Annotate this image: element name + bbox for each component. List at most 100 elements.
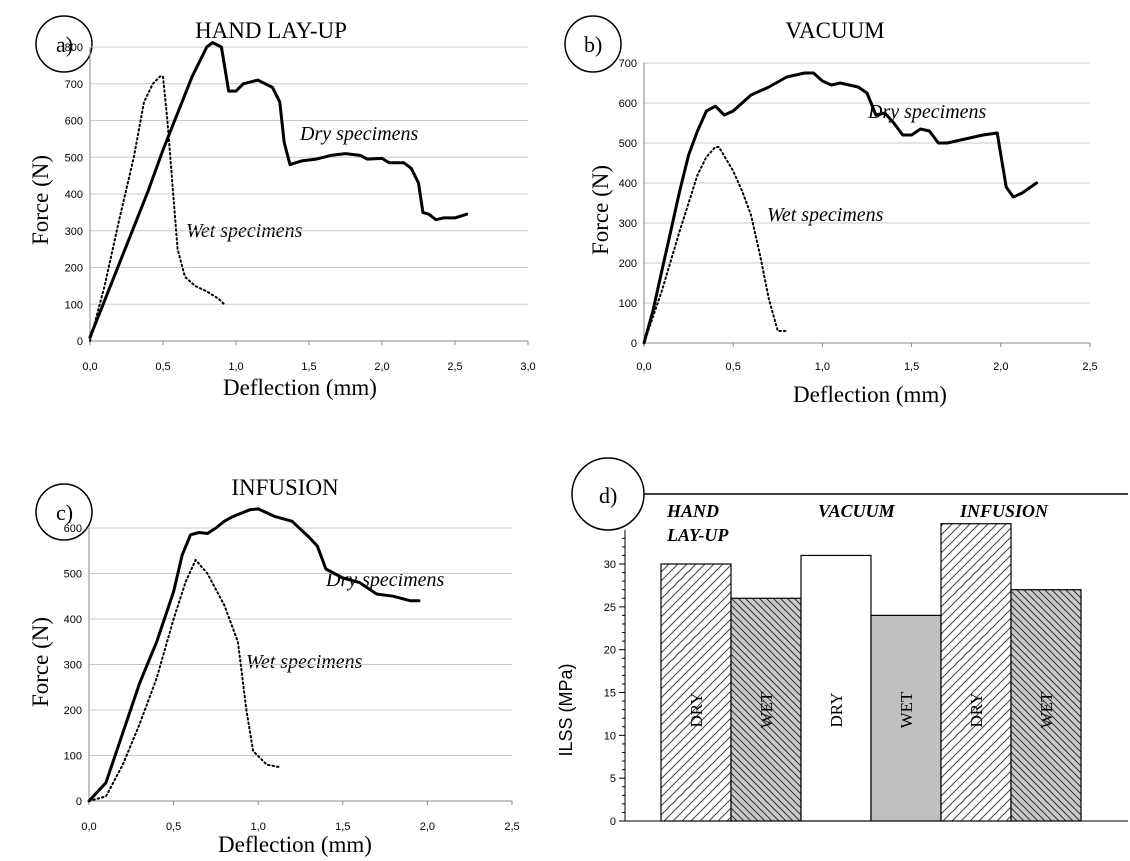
panel-b-xtick-label: 2,0 <box>993 361 1008 373</box>
panel-d-group-label: INFUSION <box>959 501 1049 521</box>
panel-b-ytick-label: 400 <box>619 178 637 190</box>
panel-d-bar-hand-lay-up-dry <box>660 563 732 822</box>
panel-a-label-circle <box>35 15 93 73</box>
panel-b-label: b) <box>584 32 602 57</box>
panel-a-xtick-label: 2,5 <box>447 361 462 373</box>
panel-a-label: a) <box>56 32 73 57</box>
panel-d-bar-label: DRY <box>687 693 706 728</box>
panel-a-title: HAND LAY-UP <box>195 18 347 43</box>
panel-a-ytick-label: 700 <box>65 79 83 91</box>
panel-c-ytick-label: 100 <box>64 751 82 763</box>
panel-b-title: VACUUM <box>785 18 884 43</box>
panel-d-bar-infusion-wet <box>1010 589 1082 822</box>
panel-d-bar-label: WET <box>1037 691 1056 728</box>
panel-d-group-label: LAY-UP <box>666 525 729 545</box>
panel-d-bar-vacuum-dry <box>800 554 872 822</box>
panel-c-ytick-label: 0 <box>76 796 82 808</box>
panel-c-series-wet <box>88 558 280 802</box>
panel-b-ytick-label: 300 <box>619 218 637 230</box>
panel-c-dry-annotation: Dry specimens <box>325 569 445 591</box>
panel-b-xtick-label: 1,0 <box>815 361 830 373</box>
panel-b-ytick-label: 500 <box>619 138 637 150</box>
panel-a-ytick-label: 400 <box>65 189 83 201</box>
panel-c-infusion: c) INFUSION Deflection (mm) Force (N) Dr… <box>28 475 520 857</box>
panel-d-bar-vacuum-wet <box>870 614 942 822</box>
panel-a-xtick-label: 0,5 <box>155 361 170 373</box>
panel-d-label-circle <box>571 457 645 531</box>
panel-a-xtick-label: 1,5 <box>301 361 316 373</box>
panel-d-bar-label: WET <box>757 691 776 728</box>
panel-b-xtick-label: 0,5 <box>726 361 741 373</box>
panel-c-xtick-label: 1,0 <box>251 821 266 833</box>
panel-b-label-circle <box>564 15 622 73</box>
panel-c-xlabel: Deflection (mm) <box>218 832 372 857</box>
panel-d-ytick-label: 15 <box>604 688 616 700</box>
panel-c-ytick-label: 500 <box>64 569 82 581</box>
panel-b-ylabel: Force (N) <box>588 165 613 255</box>
panel-c-xtick-label: 0,5 <box>166 821 181 833</box>
panel-c-wet-annotation: Wet specimens <box>246 651 363 673</box>
panel-a-series-wet <box>89 75 226 342</box>
panel-d-ytick-label: 25 <box>604 602 616 614</box>
panel-d-group-label: VACUUM <box>818 501 896 521</box>
panel-c-ytick-label: 300 <box>64 660 82 672</box>
panel-a-ytick-label: 200 <box>65 263 83 275</box>
panel-d-ytick-label: 20 <box>604 645 616 657</box>
panel-d-group-label: HAND <box>666 501 719 521</box>
panel-b-dry-annotation: Dry specimens <box>867 101 987 123</box>
panel-b-xtick-label: 2,5 <box>1082 361 1097 373</box>
panel-a-ytick-label: 800 <box>65 42 83 54</box>
panel-a-ytick-label: 600 <box>65 116 83 128</box>
panel-b-vacuum: b) VACUUM Deflection (mm) Force (N) Dry … <box>564 15 1098 407</box>
panel-d-ytick-label: 0 <box>610 816 616 828</box>
panel-a-xtick-label: 2,0 <box>374 361 389 373</box>
panel-c-title: INFUSION <box>231 475 339 500</box>
panel-a-xlabel: Deflection (mm) <box>223 375 377 400</box>
panel-c-ytick-label: 600 <box>64 523 82 535</box>
panel-d-label: d) <box>599 483 617 508</box>
panel-b-ytick-label: 200 <box>619 258 637 270</box>
panel-c-ytick-label: 200 <box>64 705 82 717</box>
panel-a-series-dry <box>88 41 469 339</box>
panel-a-ytick-label: 100 <box>65 299 83 311</box>
panel-c-label: c) <box>56 500 73 525</box>
panel-b-xlabel: Deflection (mm) <box>793 382 947 407</box>
panel-b-xtick-label: 0,0 <box>636 361 651 373</box>
panel-d-ilss: d) ILSS (MPa) 0 5 10 15 20 25 30 DRY WET DRY WET DR… <box>556 457 1128 828</box>
panel-d-ylabel: ILSS (MPa) <box>556 663 576 756</box>
panel-b-wet-annotation: Wet specimens <box>767 204 884 226</box>
panel-c-series-dry <box>87 507 421 803</box>
panel-b-ytick-label: 0 <box>631 338 637 350</box>
panel-b-xtick-label: 1,5 <box>904 361 919 373</box>
panel-a-hand-lay-up: a) HAND LAY-UP Deflection (mm) Force (N)… <box>28 15 536 400</box>
panel-b-ytick-label: 700 <box>619 58 637 70</box>
panel-c-ytick-label: 400 <box>64 614 82 626</box>
panel-a-dry-annotation: Dry specimens <box>299 123 419 145</box>
panel-b-ytick-label: 100 <box>619 298 637 310</box>
panel-c-ylabel: Force (N) <box>28 617 53 707</box>
panel-d-bar-infusion-dry <box>940 523 1012 822</box>
panel-a-ytick-label: 500 <box>65 152 83 164</box>
panel-a-ylabel: Force (N) <box>28 155 53 245</box>
panel-c-xtick-label: 2,0 <box>420 821 435 833</box>
panel-c-label-circle <box>35 483 93 541</box>
panel-d-bar-hand-lay-up-wet <box>730 597 802 822</box>
panel-c-xtick-label: 0,0 <box>81 821 96 833</box>
panel-d-ytick-label: 5 <box>610 773 616 785</box>
panel-d-ytick-label: 30 <box>604 559 616 571</box>
panel-d-bar-label: DRY <box>967 693 986 728</box>
panel-d-bar-label: DRY <box>827 693 846 728</box>
panel-b-series-wet <box>643 146 788 344</box>
panel-d-bar-label: WET <box>897 691 916 728</box>
panel-d-ytick-label: 10 <box>604 730 616 742</box>
panel-a-xtick-label: 1,0 <box>228 361 243 373</box>
panel-b-ytick-label: 600 <box>619 98 637 110</box>
panel-a-ytick-label: 0 <box>77 336 83 348</box>
panel-a-xtick-label: 0,0 <box>82 361 97 373</box>
panel-a-xtick-label: 3,0 <box>520 361 535 373</box>
panel-c-xtick-label: 1,5 <box>335 821 350 833</box>
panel-b-series-dry <box>642 71 1038 345</box>
panel-a-ytick-label: 300 <box>65 226 83 238</box>
panel-c-xtick-label: 2,5 <box>504 821 519 833</box>
